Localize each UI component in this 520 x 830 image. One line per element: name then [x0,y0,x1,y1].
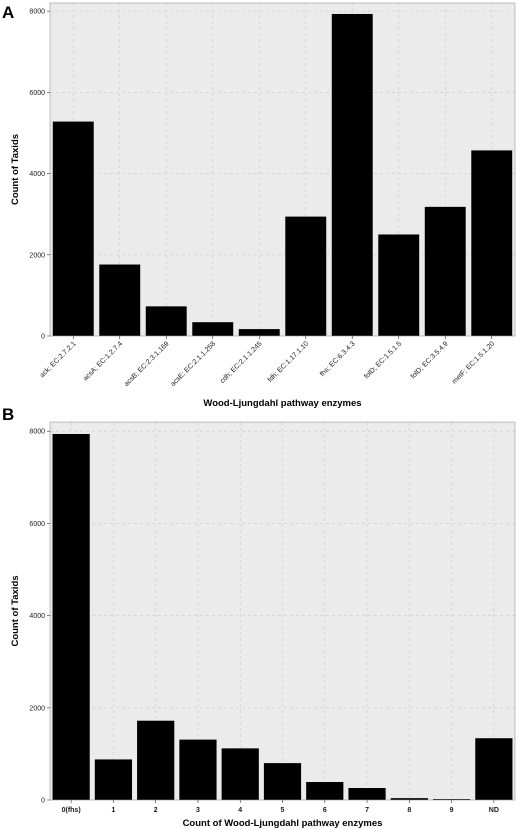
x-axis-b: 0(fhs) 1 2 3 4 5 6 7 8 9 ND [62,800,499,814]
bar-fold-ec-1-5-1-5 [378,234,420,336]
bar-nd [475,738,513,800]
y-tick-label: 8000 [29,9,45,16]
x-tick-label: 5 [281,807,285,814]
y-tick-label: 0 [41,798,45,805]
panel-letter-a: A [2,3,14,22]
y-tick-label: 0 [41,334,45,341]
bar-ack-ec-2-7-2-1 [52,121,94,336]
bar-acsb-ec-2-3-1-169 [145,306,187,336]
bar-1 [94,759,133,800]
x-tick-label: ack; EC:2.7.2.1 [39,340,78,379]
bar-8 [390,798,428,800]
y-axis-title-b: Count of Taxids [10,575,21,646]
y-tick-label: 2000 [29,705,45,712]
x-tick-label: 1 [111,807,115,814]
x-tick-label: acsA; EC:1.2.7.4 [82,340,124,382]
chart-panel-a: 0 2000 4000 6000 8000 ack; EC:2.7.2.1 acsA; E… [10,2,516,409]
y-tick-label: 4000 [29,171,45,178]
x-tick-label: folD; EC:1.5.1.5 [363,340,403,380]
x-axis-title-a: Wood-Ljungdahl pathway enzymes [203,398,361,409]
bar-3 [179,739,217,800]
plot-frame-a [49,2,516,337]
bar-metf-ec-1-5-1-20 [471,150,513,336]
bars-a [52,13,513,337]
x-tick-label: 7 [365,807,369,814]
bar-6 [306,782,344,800]
y-tick-label: 6000 [29,521,45,528]
x-tick-label: 8 [407,807,411,814]
x-axis-title-b: Count of Wood-Ljungdahl pathway enzymes [183,818,383,829]
x-tick-label: acsE; EC:2.1.1.258 [170,340,218,388]
bar-2 [137,720,175,800]
x-tick-label: acsB; EC:2.3.1.169 [123,340,171,388]
x-tick-label: 3 [196,807,200,814]
x-tick-label: 6 [323,807,327,814]
y-axis-title-a: Count of Taxids [10,134,21,205]
bar-acse-ec-2-1-1-258 [192,322,234,336]
y-axis-b: 0 2000 4000 6000 8000 [29,429,50,805]
y-tick-label: 6000 [29,90,45,97]
x-tick-label: folD; EC:3.5.4.9 [410,340,450,380]
bar-fdh-ec-1-17-1-10 [285,216,327,336]
x-tick-label: cdh; EC:2.1.1.245 [219,340,264,385]
x-tick-label: ND [489,807,499,814]
gridlines-b [50,422,515,801]
bar-7 [348,788,386,800]
bar-9 [432,799,471,800]
y-tick-label: 4000 [29,613,45,620]
x-tick-label: metF; EC:1.5.1.20 [451,340,496,385]
panel-letter-b: B [2,405,14,424]
y-axis-a: 0 2000 4000 6000 8000 [29,9,50,341]
x-tick-label: 0(fhs) [62,807,81,814]
x-tick-label: 4 [238,807,242,814]
x-tick-label: fhs; EC:6.3.4.3 [319,340,357,378]
y-tick-label: 2000 [29,252,45,259]
x-tick-label: 2 [154,807,158,814]
chart-panel-b: 0 2000 4000 6000 8000 0(fhs) 1 2 3 4 5 6 7 8 9 ND Coun… [10,421,516,829]
x-tick-label: fdh; EC:1.17.1.10 [267,340,311,384]
bar-fhs-ec-6-3-4-3 [331,13,373,337]
bar-5 [263,763,302,800]
bar-4 [221,748,259,800]
x-tick-label: 9 [450,807,454,814]
bar-cdh-ec-2-1-1-245 [238,329,280,336]
bar-fold-ec-3-5-4-9 [424,206,466,336]
y-tick-label: 8000 [29,429,45,436]
bars-b [52,433,513,800]
bar-0-fhs- [52,433,90,800]
bar-acsa-ec-1-2-7-4 [99,264,141,336]
